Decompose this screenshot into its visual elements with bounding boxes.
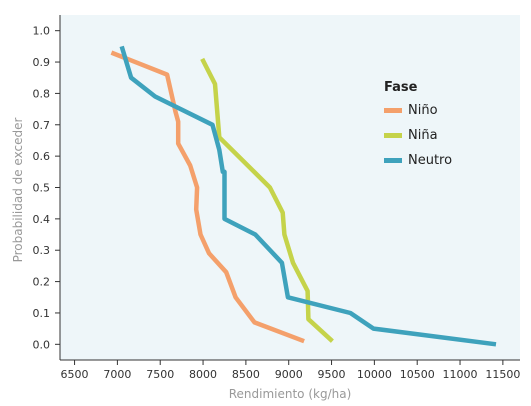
y-axis-label: Probabilidad de exceder [11, 118, 25, 263]
x-tick-label: 7500 [146, 368, 174, 381]
y-tick-label: 0.5 [33, 182, 51, 195]
plot-background [60, 15, 520, 360]
series-lines [110, 45, 497, 347]
legend-label: Neutro [408, 153, 452, 168]
y-tick-label: 0.3 [33, 244, 51, 257]
y-tick-label: 0.9 [33, 56, 51, 69]
x-tick-label: 9000 [275, 368, 303, 381]
y-tick-label: 0.8 [33, 87, 51, 100]
y-ticks: 0.0 0.1 0.2 0.3 0.4 0.5 0.6 0.7 0.8 0.9 1.0 [33, 25, 60, 351]
x-tick-label: 8500 [232, 368, 260, 381]
x-tick-label: 11500 [485, 368, 520, 381]
series-line-ni-o [110, 50, 305, 344]
x-tick-label: 7000 [103, 368, 131, 381]
legend-title: Fase [384, 80, 418, 95]
x-axis-label: Rendimiento (kg/ha) [229, 387, 352, 401]
x-tick-label: 6500 [61, 368, 89, 381]
legend-swatch [384, 133, 402, 138]
legend-swatch [384, 108, 402, 113]
x-ticks: 6500 7000 7500 8000 8500 9000 9500 10000 10500 11… [61, 360, 520, 381]
x-tick-label: 10000 [357, 368, 392, 381]
legend: Fase Niño Niña Neutro [384, 80, 452, 168]
x-tick-label: 10500 [400, 368, 435, 381]
y-tick-label: 0.7 [33, 119, 51, 132]
y-tick-label: 0.0 [33, 338, 51, 351]
x-tick-label: 9500 [318, 368, 346, 381]
y-tick-label: 1.0 [33, 25, 51, 38]
x-tick-label: 11000 [443, 368, 478, 381]
legend-label: Niño [408, 103, 438, 118]
series-line-ni-a [200, 57, 334, 343]
y-tick-label: 0.1 [33, 307, 51, 320]
series-line-neutro [119, 45, 497, 347]
y-tick-label: 0.4 [33, 213, 51, 226]
legend-swatch [384, 158, 402, 163]
legend-label: Niña [408, 128, 438, 143]
x-tick-label: 8000 [189, 368, 217, 381]
y-tick-label: 0.2 [33, 276, 51, 289]
y-tick-label: 0.6 [33, 150, 51, 163]
